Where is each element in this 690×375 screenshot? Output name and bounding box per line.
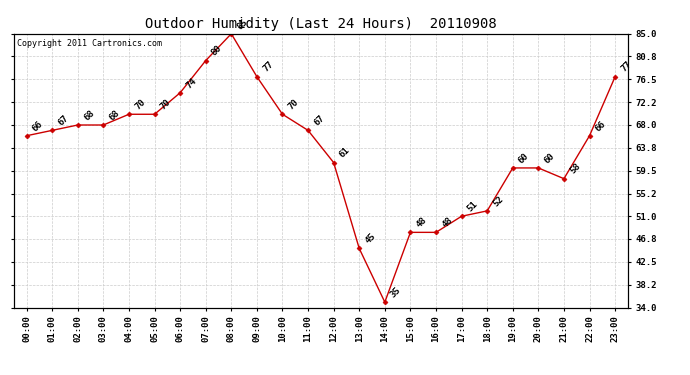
- Text: 67: 67: [312, 114, 326, 128]
- Text: 70: 70: [286, 98, 301, 111]
- Text: 68: 68: [108, 108, 121, 122]
- Text: 70: 70: [133, 98, 147, 111]
- Text: 60: 60: [542, 151, 556, 165]
- Text: 74: 74: [184, 76, 198, 90]
- Text: 77: 77: [619, 60, 633, 74]
- Text: 60: 60: [517, 151, 531, 165]
- Text: 70: 70: [159, 98, 172, 111]
- Text: 85: 85: [235, 17, 249, 31]
- Title: Outdoor Humidity (Last 24 Hours)  20110908: Outdoor Humidity (Last 24 Hours) 2011090…: [145, 17, 497, 31]
- Text: 80: 80: [210, 44, 224, 58]
- Text: 77: 77: [261, 60, 275, 74]
- Text: 45: 45: [364, 232, 377, 246]
- Text: 58: 58: [568, 162, 582, 176]
- Text: 66: 66: [593, 119, 608, 133]
- Text: 35: 35: [389, 285, 403, 299]
- Text: 51: 51: [466, 200, 480, 213]
- Text: 48: 48: [440, 216, 454, 229]
- Text: 66: 66: [31, 119, 45, 133]
- Text: Copyright 2011 Cartronics.com: Copyright 2011 Cartronics.com: [17, 39, 162, 48]
- Text: 48: 48: [415, 216, 428, 229]
- Text: 67: 67: [57, 114, 70, 128]
- Text: 52: 52: [491, 194, 505, 208]
- Text: 68: 68: [82, 108, 96, 122]
- Text: 61: 61: [338, 146, 352, 160]
